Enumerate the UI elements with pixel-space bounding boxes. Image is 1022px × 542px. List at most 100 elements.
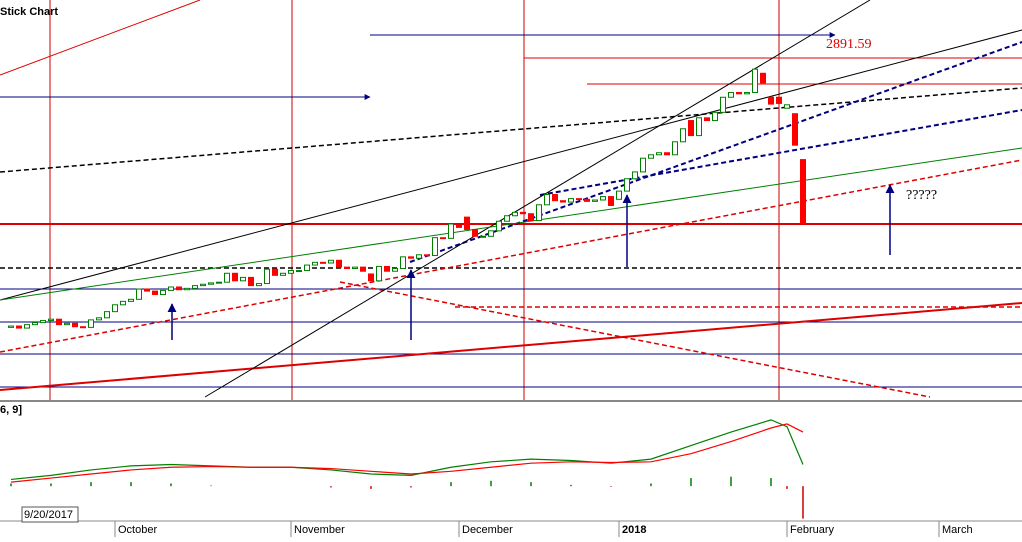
candle-body	[776, 96, 782, 104]
candle-body	[216, 281, 222, 284]
drawings	[0, 0, 1022, 522]
candle-body	[440, 237, 446, 240]
candle-body	[792, 113, 798, 146]
candle-body	[688, 120, 694, 137]
candle-body	[560, 200, 566, 203]
candle-body	[744, 91, 750, 95]
indicator-title: 6, 9]	[0, 404, 22, 416]
candle-body	[184, 287, 190, 291]
x-tick-label: February	[790, 524, 835, 536]
candle-body	[104, 311, 110, 319]
indicator-line	[10, 419, 804, 481]
candle-body	[784, 104, 790, 109]
candle-body	[448, 223, 454, 239]
candle-body	[624, 178, 630, 192]
candle-body	[640, 157, 646, 173]
candle-body	[696, 117, 702, 137]
candle-body	[552, 194, 558, 202]
candle-body	[200, 283, 206, 287]
candle-body	[680, 128, 686, 143]
candle-body	[584, 198, 590, 202]
candle-body	[336, 259, 342, 268]
candle-body	[392, 267, 398, 272]
candle-body	[520, 211, 526, 215]
candle-body	[656, 152, 662, 156]
candle-body	[248, 276, 254, 287]
candle-body	[464, 216, 470, 230]
candle-body	[528, 213, 534, 222]
candle-body	[480, 235, 486, 238]
candle-body	[328, 259, 334, 264]
candle-body	[16, 325, 22, 329]
candle-body	[56, 318, 62, 326]
candle-body	[408, 256, 414, 259]
candle-body	[368, 273, 374, 282]
candle-body	[456, 224, 462, 228]
candle-body	[32, 322, 38, 326]
candle-body	[544, 194, 550, 206]
candle-body	[24, 324, 30, 329]
candle-body	[312, 261, 318, 266]
candle-body	[304, 264, 310, 272]
candle-body	[40, 320, 46, 324]
candle-body	[504, 215, 510, 222]
x-tick-label: November	[294, 524, 345, 536]
candle-body	[344, 266, 350, 269]
candle-body	[488, 230, 494, 237]
candle-body	[600, 196, 606, 201]
candle-body	[672, 141, 678, 156]
candle-body	[88, 319, 94, 328]
candle-body	[280, 272, 286, 276]
candle-body	[224, 272, 230, 283]
indicator-line	[10, 423, 804, 483]
candle-body	[64, 322, 70, 326]
candle-body	[160, 289, 166, 296]
candle-body	[472, 228, 478, 237]
candle-body	[736, 91, 742, 95]
cursor-box	[21, 506, 79, 523]
candle-body	[576, 198, 582, 201]
candle-body	[608, 196, 614, 206]
candle-body	[8, 325, 14, 328]
candle-body	[768, 96, 774, 105]
candle-body	[80, 326, 86, 329]
candle-body	[704, 117, 710, 122]
candle-body	[240, 276, 246, 282]
candle-body	[728, 91, 734, 98]
candle-body	[144, 288, 150, 292]
candle-body	[288, 270, 294, 274]
candle-body	[424, 254, 430, 257]
candle-body	[48, 318, 54, 322]
candle-body	[592, 199, 598, 202]
candle-body	[168, 286, 174, 291]
candle-body	[800, 159, 806, 224]
candle-body	[232, 272, 238, 282]
candle-body	[384, 265, 390, 272]
candle-body	[120, 300, 126, 306]
x-tick-label: October	[118, 524, 157, 536]
candle-body	[208, 282, 214, 285]
candle-body	[136, 288, 142, 300]
candle-body	[112, 304, 118, 313]
x-tick-label: 2018	[622, 524, 646, 536]
candle-body	[648, 154, 654, 159]
candle-body	[616, 190, 622, 200]
candle-body	[128, 298, 134, 302]
candle-body	[632, 171, 638, 180]
candle-body	[536, 204, 542, 222]
candle-body	[664, 152, 670, 156]
candle-body	[712, 111, 718, 122]
candle-body	[152, 290, 158, 296]
candle-body	[752, 68, 758, 93]
candle-body	[176, 286, 182, 291]
chart-title: Stick Chart	[0, 6, 58, 18]
candle-body	[296, 270, 302, 273]
candle-body	[512, 211, 518, 217]
candle-body	[416, 254, 422, 259]
candle-body	[192, 285, 198, 289]
candle-body	[72, 322, 78, 328]
candle-body	[96, 317, 102, 321]
annotation: ?????	[906, 188, 937, 203]
